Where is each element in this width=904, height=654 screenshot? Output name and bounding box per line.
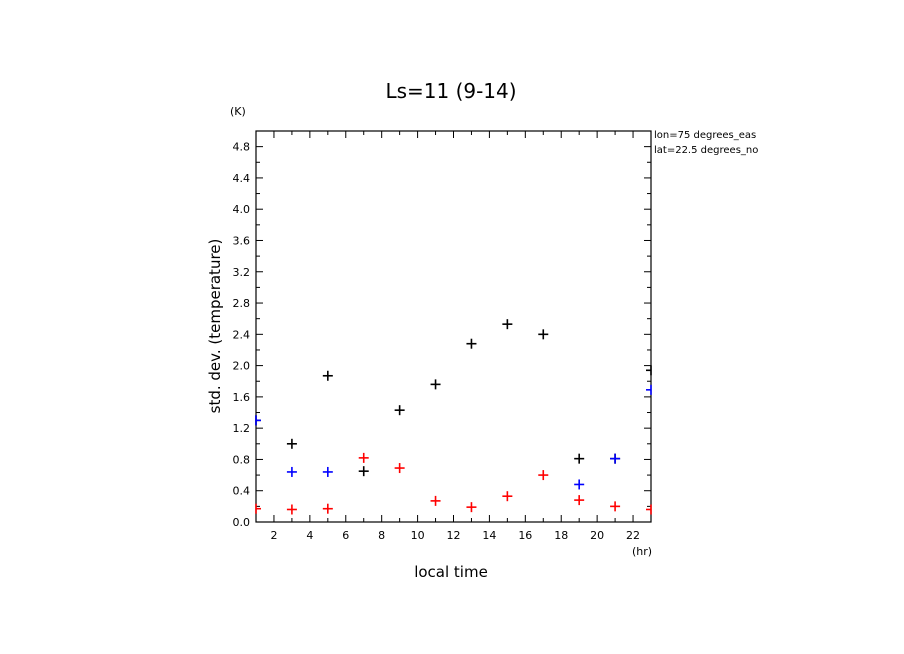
data-point (574, 495, 585, 506)
latitude-info: lat=22.5 degrees_no (654, 145, 758, 156)
y-tick-label: 3.6 (233, 234, 251, 247)
y-tick-label: 0.0 (233, 516, 251, 529)
data-point (538, 470, 549, 481)
x-tick-label: 6 (342, 529, 349, 542)
data-point (646, 365, 652, 376)
data-point (538, 329, 549, 340)
data-point (358, 452, 369, 463)
data-point (286, 438, 297, 449)
x-tick-label: 4 (306, 529, 313, 542)
data-point (286, 504, 297, 515)
y-unit-label: (K) (230, 105, 246, 118)
data-point (322, 466, 333, 477)
data-point (358, 466, 369, 477)
x-tick-label: 16 (518, 529, 532, 542)
x-tick-label: 14 (482, 529, 496, 542)
data-point (646, 384, 652, 395)
y-tick-label: 4.0 (233, 203, 251, 216)
y-tick-label: 1.2 (233, 422, 251, 435)
x-tick-label: 12 (447, 529, 461, 542)
data-point (394, 463, 405, 474)
data-point (502, 319, 513, 330)
data-point (430, 495, 441, 506)
data-point (610, 453, 621, 464)
x-tick-label: 22 (626, 529, 640, 542)
y-axis-label: std. dev. (temperature) (206, 239, 224, 414)
y-tick-label: 0.4 (233, 485, 251, 498)
data-point (610, 501, 621, 512)
y-tick-label: 3.2 (233, 266, 251, 279)
data-point (574, 479, 585, 490)
y-tick-label: 2.8 (233, 297, 251, 310)
longitude-info: lon=75 degrees_eas (654, 130, 756, 141)
data-point (466, 338, 477, 349)
data-point (322, 370, 333, 381)
data-point (286, 466, 297, 477)
axis-ticks: 2 4 6 8 10 12 14 16 18 20 22 0.0 0.4 0.8 1.2 1.6 2.0 2.4 2… (233, 130, 652, 542)
data-point (502, 491, 513, 502)
data-markers (255, 319, 652, 515)
data-point (466, 502, 477, 513)
data-point (430, 379, 441, 390)
x-tick-label: 18 (554, 529, 568, 542)
x-tick-label: 2 (270, 529, 277, 542)
y-tick-label: 2.4 (233, 328, 251, 341)
x-tick-label: 10 (411, 529, 425, 542)
data-point (646, 504, 652, 515)
data-point (574, 453, 585, 464)
y-tick-label: 4.4 (233, 172, 251, 185)
data-point (394, 405, 405, 416)
y-tick-label: 1.6 (233, 391, 251, 404)
x-tick-label: 20 (590, 529, 604, 542)
data-point (255, 415, 261, 426)
chart-title: Ls=11 (9-14) (385, 79, 516, 103)
plot-frame (255, 130, 652, 523)
x-tick-label: 8 (378, 529, 385, 542)
x-axis-label: local time (414, 563, 488, 581)
y-tick-label: 2.0 (233, 360, 251, 373)
y-tick-label: 0.8 (233, 453, 251, 466)
data-point (322, 503, 333, 514)
y-tick-label: 4.8 (233, 141, 251, 154)
x-unit-label: (hr) (632, 545, 652, 558)
data-point (255, 503, 261, 514)
